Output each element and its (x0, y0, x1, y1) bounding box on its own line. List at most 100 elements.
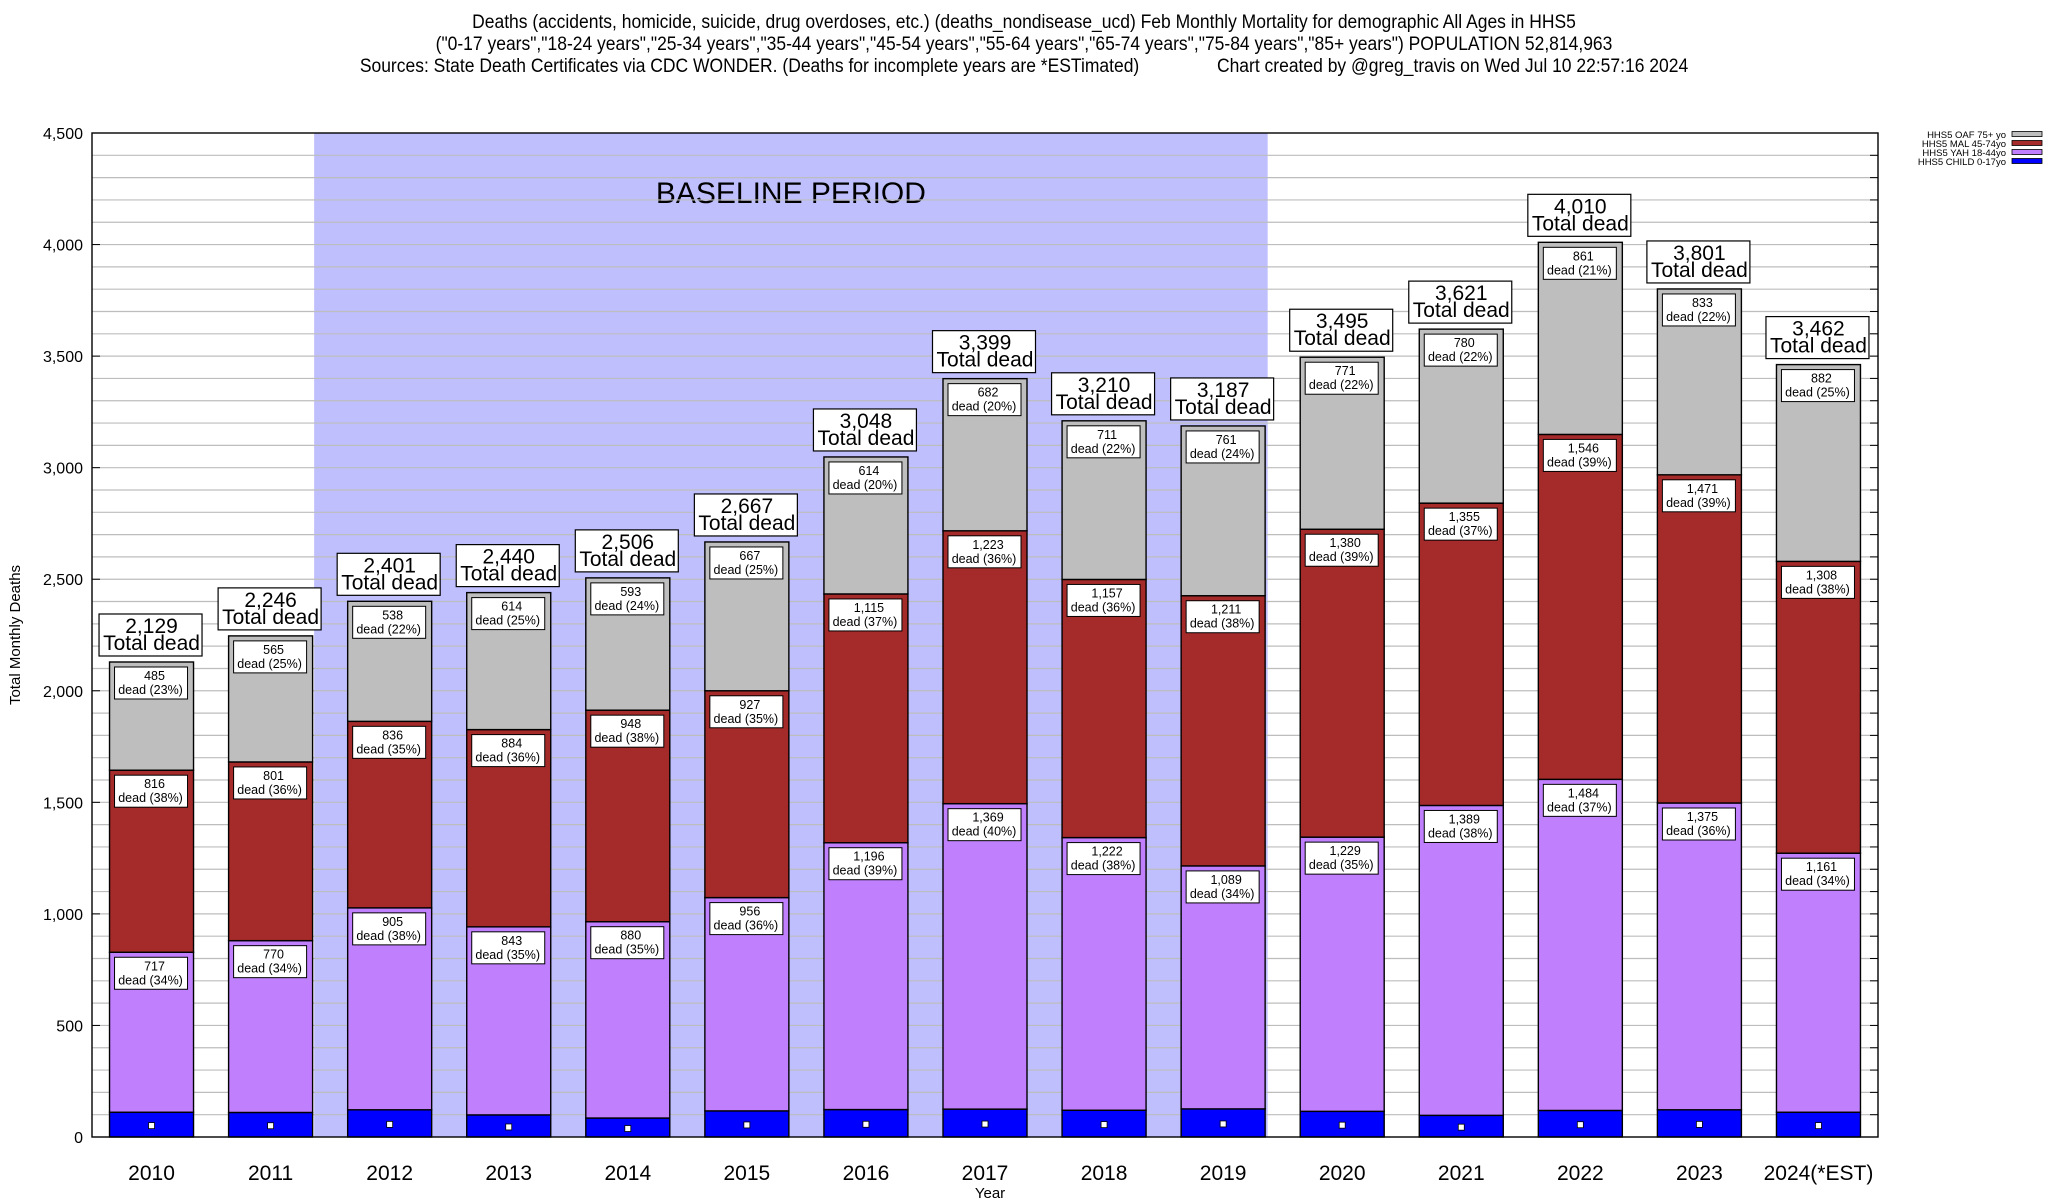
segment-label-value: 614 (859, 464, 880, 478)
bar-segment (1061, 836, 1147, 1111)
segment-label-pct: dead (35%) (1309, 858, 1374, 872)
segment-label-value: 843 (501, 934, 522, 948)
segment-label-box (471, 931, 546, 965)
plot-frame (91, 132, 1879, 1138)
segment-label-value: 682 (978, 386, 999, 400)
segment-label-pct: dead (38%) (594, 731, 659, 745)
total-label-text: Total dead (1770, 335, 1867, 358)
total-label-value: 3,801 (1673, 242, 1726, 265)
segment-label-box (471, 597, 546, 631)
bar-segment (1656, 802, 1743, 1111)
segment-label-value: 1,089 (1210, 873, 1241, 887)
bar-segment (823, 842, 909, 1111)
segment-label-box (1066, 583, 1141, 617)
total-label-text: Total dead (103, 632, 200, 655)
segment-label-box (471, 734, 546, 768)
x-tick-label: 2015 (724, 1162, 771, 1185)
segment-label-pct: dead (22%) (356, 622, 421, 636)
legend-swatch (2011, 131, 2043, 137)
segment-label-value: 1,375 (1687, 810, 1718, 824)
segment-label-box (1780, 369, 1855, 403)
total-label-box (1170, 377, 1275, 421)
segment-label-box (1066, 842, 1141, 876)
legend-label: HHS5 MAL 45-74yo (1922, 139, 2006, 150)
segment-label-box (114, 666, 189, 700)
total-label-text: Total dead (222, 606, 319, 629)
total-label-box (1289, 308, 1394, 352)
x-tick-label: 2017 (962, 1162, 1009, 1185)
total-label-text: Total dead (1056, 391, 1153, 414)
segment-label-box (947, 383, 1022, 417)
bar-segment (1299, 836, 1385, 1113)
segment-label-box (1423, 507, 1498, 541)
segment-label-value: 1,161 (1806, 860, 1837, 874)
child-marker (624, 1125, 632, 1132)
total-label-value: 3,210 (1078, 374, 1131, 397)
y-tick-label: 1,500 (43, 795, 83, 812)
title-line-2: ("0-17 years","18-24 years","25-34 years… (435, 34, 1613, 55)
child-marker (386, 1120, 394, 1128)
segment-label-box (1304, 533, 1379, 567)
segment-label-box (947, 808, 1022, 842)
legend-swatch (2011, 158, 2043, 164)
segment-label-pct: dead (35%) (594, 943, 659, 957)
segment-label-value: 780 (1454, 336, 1475, 350)
total-label-text: Total dead (1294, 327, 1391, 350)
segment-label-pct: dead (22%) (1309, 378, 1374, 392)
total-label-box (455, 544, 560, 588)
segment-label-value: 905 (382, 915, 403, 929)
segment-label-pct: dead (39%) (1547, 455, 1612, 469)
y-axis-title: Total Monthly Deaths (7, 565, 24, 705)
segment-label-value: 1,355 (1449, 510, 1480, 524)
segment-label-value: 1,471 (1687, 482, 1718, 496)
segment-label-pct: dead (22%) (1666, 310, 1731, 324)
child-marker (148, 1122, 155, 1130)
segment-label-pct: dead (40%) (952, 825, 1017, 839)
bar-segment (1418, 804, 1504, 1117)
segment-label-pct: dead (35%) (475, 948, 540, 962)
total-label-box (1050, 372, 1156, 416)
y-tick-label: 4,500 (43, 126, 83, 143)
total-label-text: Total dead (1532, 212, 1629, 235)
segment-label-box (1661, 807, 1736, 841)
segment-label-box (1066, 425, 1141, 459)
segment-label-pct: dead (20%) (833, 478, 898, 492)
segment-label-box (1423, 809, 1498, 843)
segment-label-pct: dead (21%) (1547, 263, 1612, 277)
total-label-box (1765, 315, 1870, 360)
legend-label: HHS5 YAH 18-44yo (1922, 148, 2006, 159)
title-line-1: Deaths (accidents, homicide, suicide, dr… (472, 12, 1576, 33)
segment-label-value: 1,115 (854, 601, 884, 615)
segment-label-box (828, 461, 903, 495)
segment-label-value: 1,369 (972, 811, 1003, 825)
total-label-value: 2,129 (125, 615, 178, 638)
x-tick-label: 2012 (366, 1162, 413, 1185)
segment-label-box (114, 956, 189, 990)
child-marker (1457, 1123, 1465, 1131)
x-tick-label: 2020 (1319, 1162, 1366, 1185)
segment-label-pct: dead (37%) (1428, 524, 1493, 538)
segment-label-value: 1,211 (1211, 603, 1241, 617)
total-label-value: 3,621 (1435, 282, 1488, 305)
y-tick-label: 500 (56, 1018, 83, 1035)
total-label-text: Total dead (1175, 396, 1272, 419)
segment-label-box (352, 605, 427, 639)
bar-segment (1537, 433, 1624, 781)
segment-label-box (114, 774, 189, 808)
segment-label-box (352, 725, 427, 759)
total-label-text: Total dead (460, 563, 557, 586)
segment-label-pct: dead (25%) (475, 614, 540, 628)
bar-segment (1775, 560, 1862, 854)
segment-label-value: 884 (501, 737, 522, 751)
bar-segment (1775, 852, 1862, 1113)
child-marker (1815, 1122, 1822, 1130)
x-tick-label: 2024(*EST) (1764, 1162, 1874, 1185)
segment-label-box (590, 714, 665, 748)
total-label-text: Total dead (698, 512, 795, 535)
segment-label-value: 565 (263, 643, 284, 657)
total-label-value: 3,048 (840, 410, 893, 433)
title-line-3: Sources: State Death Certificates via CD… (359, 56, 1689, 77)
total-label-text: Total dead (1413, 299, 1510, 322)
segment-label-box (1661, 479, 1736, 513)
